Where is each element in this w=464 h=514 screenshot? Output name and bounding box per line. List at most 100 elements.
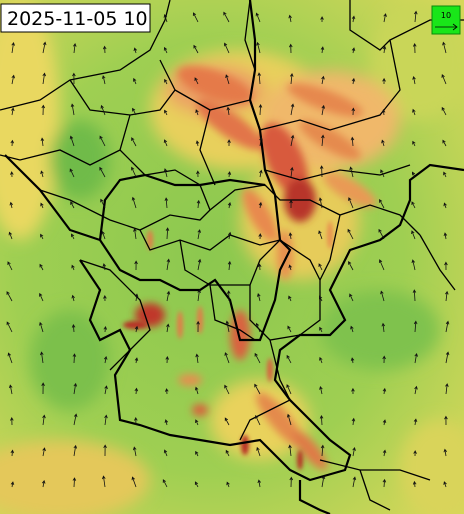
wind-arrow bbox=[318, 263, 323, 271]
wind-arrow bbox=[71, 324, 76, 333]
wind-arrow bbox=[349, 293, 354, 302]
wind-arrow bbox=[379, 198, 385, 209]
wind-arrow bbox=[286, 354, 292, 364]
wind-arrow bbox=[255, 12, 261, 23]
wind-arrow bbox=[195, 140, 200, 147]
timestamp: 2025-11-05 10 bbox=[7, 8, 148, 30]
wind-arrow bbox=[163, 449, 168, 457]
wind-arrow bbox=[227, 202, 232, 209]
wind-arrow bbox=[164, 197, 169, 209]
wind-arrow bbox=[71, 294, 75, 302]
wind-arrow bbox=[442, 139, 447, 147]
wind-arrow bbox=[227, 260, 232, 271]
wind-arrow bbox=[131, 476, 137, 488]
wind-arrow bbox=[350, 136, 355, 147]
wind-arrow bbox=[319, 356, 323, 364]
wind-arrow bbox=[223, 11, 230, 23]
wind-arrow bbox=[382, 77, 386, 85]
wind-arrow bbox=[166, 258, 171, 271]
wind-arrow bbox=[288, 232, 293, 240]
wind-arrow bbox=[41, 382, 45, 395]
wind-arrow bbox=[378, 259, 385, 271]
wind-arrow bbox=[349, 166, 354, 178]
wind-arrow bbox=[10, 481, 15, 488]
wind-arrow bbox=[288, 43, 293, 54]
wind-arrow bbox=[104, 414, 108, 426]
legend-arrow bbox=[435, 23, 458, 31]
wind-arrow bbox=[286, 384, 292, 395]
wind-arrow bbox=[104, 385, 108, 395]
wind-arrow bbox=[70, 201, 75, 209]
wind-arrow bbox=[71, 264, 75, 271]
wind-arrow bbox=[72, 353, 77, 364]
wind-arrow bbox=[351, 47, 356, 54]
wind-arrow bbox=[225, 449, 230, 457]
wind-arrow bbox=[133, 227, 137, 240]
wind-arrow bbox=[413, 450, 417, 457]
wind-arrow bbox=[39, 321, 44, 333]
wind-arrow bbox=[318, 197, 323, 209]
wind-arrow bbox=[102, 263, 107, 271]
wind-arrow bbox=[226, 481, 230, 488]
wind-arrow bbox=[131, 196, 137, 209]
wind-arrow bbox=[39, 263, 44, 271]
wind-arrow bbox=[6, 321, 13, 333]
timestamp-box bbox=[0, 3, 151, 33]
wind-arrow bbox=[195, 450, 199, 457]
wind-arrow bbox=[133, 77, 137, 85]
wind-arrow bbox=[411, 201, 416, 209]
wind-arrow bbox=[196, 320, 200, 333]
wind-arrow bbox=[42, 414, 46, 426]
wind-arrow bbox=[10, 449, 15, 457]
wind-arrow bbox=[224, 417, 230, 426]
wind-arrow bbox=[288, 444, 292, 457]
wind-arrow bbox=[321, 75, 325, 85]
wind-arrow bbox=[259, 136, 263, 147]
wind-arrow bbox=[445, 383, 449, 395]
wind-arrow bbox=[257, 293, 261, 302]
wind-arrow bbox=[134, 293, 139, 302]
wind-arrow bbox=[290, 103, 295, 116]
wind-arrow bbox=[258, 104, 263, 116]
wind-arrow bbox=[42, 72, 47, 85]
country-borders bbox=[4, 0, 464, 514]
wind-arrow bbox=[42, 447, 46, 457]
wind-arrow bbox=[10, 139, 15, 147]
wind-arrow bbox=[225, 74, 230, 85]
wind-arrow bbox=[319, 295, 323, 302]
wind-arrow bbox=[6, 291, 13, 302]
wind-arrow bbox=[101, 75, 106, 85]
wind-arrow bbox=[445, 290, 449, 302]
wind-arrow bbox=[319, 165, 324, 178]
wind-arrow bbox=[380, 290, 385, 302]
wind-arrow bbox=[40, 233, 44, 240]
wind-arrow bbox=[164, 388, 169, 395]
wind-arrow bbox=[40, 351, 44, 364]
wind-arrow bbox=[103, 295, 107, 302]
wind-arrow bbox=[382, 355, 386, 364]
wind-arrow bbox=[134, 325, 139, 333]
wind-arrow bbox=[321, 104, 326, 116]
wind-arrow bbox=[132, 446, 137, 457]
wind-arrow bbox=[103, 355, 108, 364]
wind-arrow bbox=[99, 166, 106, 178]
wind-arrow bbox=[164, 78, 168, 85]
wind-arrow bbox=[443, 171, 447, 178]
wind-arrow bbox=[102, 475, 106, 488]
wind-arrow bbox=[227, 171, 232, 178]
wind-arrow bbox=[226, 290, 231, 302]
wind-arrow bbox=[7, 261, 13, 271]
wind-arrow bbox=[196, 170, 200, 178]
wind-arrow bbox=[166, 290, 171, 302]
wind-arrow bbox=[70, 103, 75, 116]
wind-arrow bbox=[288, 295, 292, 302]
wind-arrow bbox=[321, 475, 326, 488]
wind-arrow bbox=[350, 325, 354, 333]
wind-arrow bbox=[412, 171, 416, 178]
wind-arrow bbox=[196, 199, 201, 209]
wind-arrow bbox=[11, 107, 15, 116]
wind-arrow bbox=[318, 230, 323, 240]
wind-arrow bbox=[290, 134, 295, 147]
wind-arrow bbox=[381, 322, 386, 333]
